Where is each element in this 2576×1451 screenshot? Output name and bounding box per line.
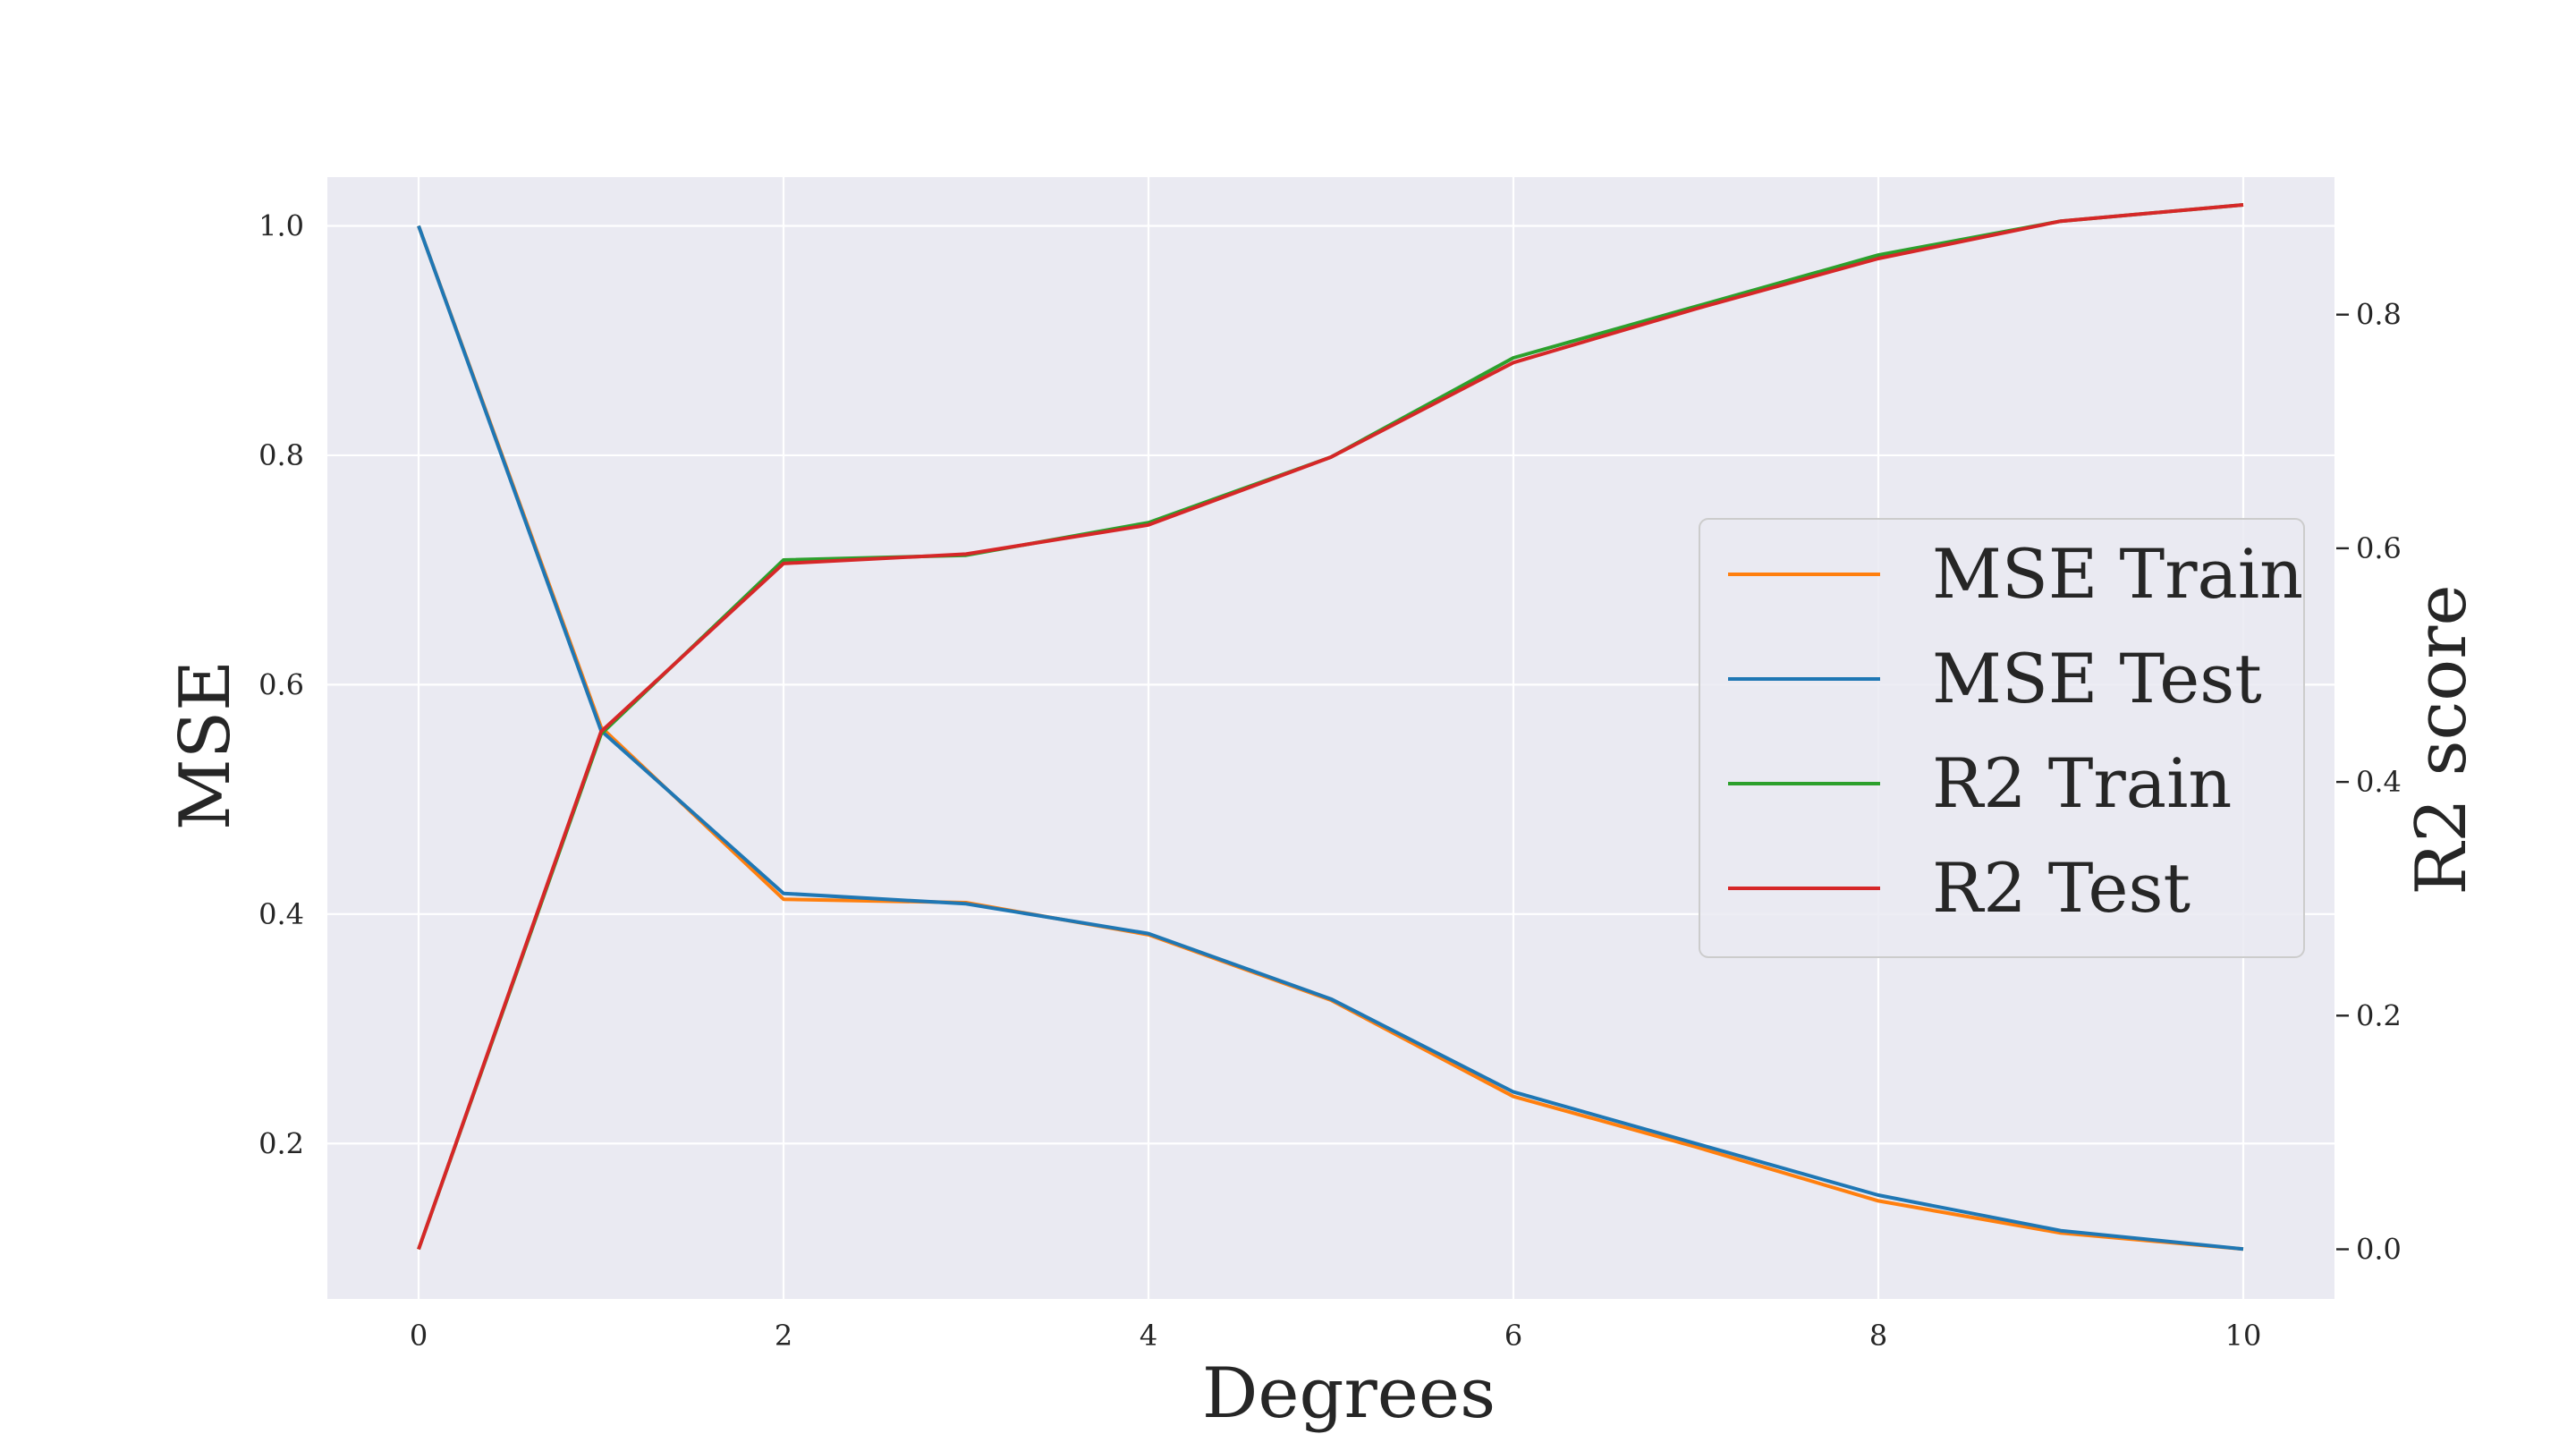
x-tick-label: 10 [2225,1319,2262,1353]
x-tick-label: 8 [1869,1319,1887,1353]
x-tick-label: 4 [1140,1319,1157,1353]
x-tick-label: 2 [775,1319,792,1353]
y-axis-label: MSE [165,660,246,830]
y-tick-label: 1.0 [258,208,304,242]
legend-label: MSE Train [1932,534,2303,614]
legend-label: MSE Test [1932,639,2262,718]
y2-tick-label: 0.8 [2356,298,2402,332]
y-tick-label: 0.8 [258,438,304,472]
x-tick-label: 0 [410,1319,428,1353]
legend: MSE Train MSE Test R2 Train R2 Test [1699,518,2305,958]
y-tick-label: 0.4 [258,897,304,931]
legend-label: R2 Test [1932,848,2190,928]
x-axis-label: Degrees [1202,1353,1496,1434]
y2-tick-label: 0.6 [2356,531,2402,565]
series-lines [417,203,2244,1252]
series-line-mse-test [417,225,2244,1252]
y2-tick-label: 0.2 [2356,998,2402,1032]
legend-label: R2 Train [1932,743,2232,823]
y2-tick-label: 0.0 [2356,1232,2402,1266]
y2-axis-label: R2 score [2402,584,2482,895]
series-line-r2-test [417,203,2244,1251]
y-tick-label: 0.2 [258,1126,304,1160]
x-axis-ticks: 0 2 4 6 8 10 [410,1319,2262,1353]
y-axis-ticks: 0.2 0.4 0.6 0.8 1.0 [258,208,304,1160]
y-tick-label: 0.6 [258,667,304,701]
x-tick-label: 6 [1504,1319,1522,1353]
legend-box [1699,518,2305,958]
y2-tick-label: 0.4 [2356,765,2402,799]
y2-axis-ticks: 0.0 0.2 0.4 0.6 0.8 [2336,298,2402,1266]
